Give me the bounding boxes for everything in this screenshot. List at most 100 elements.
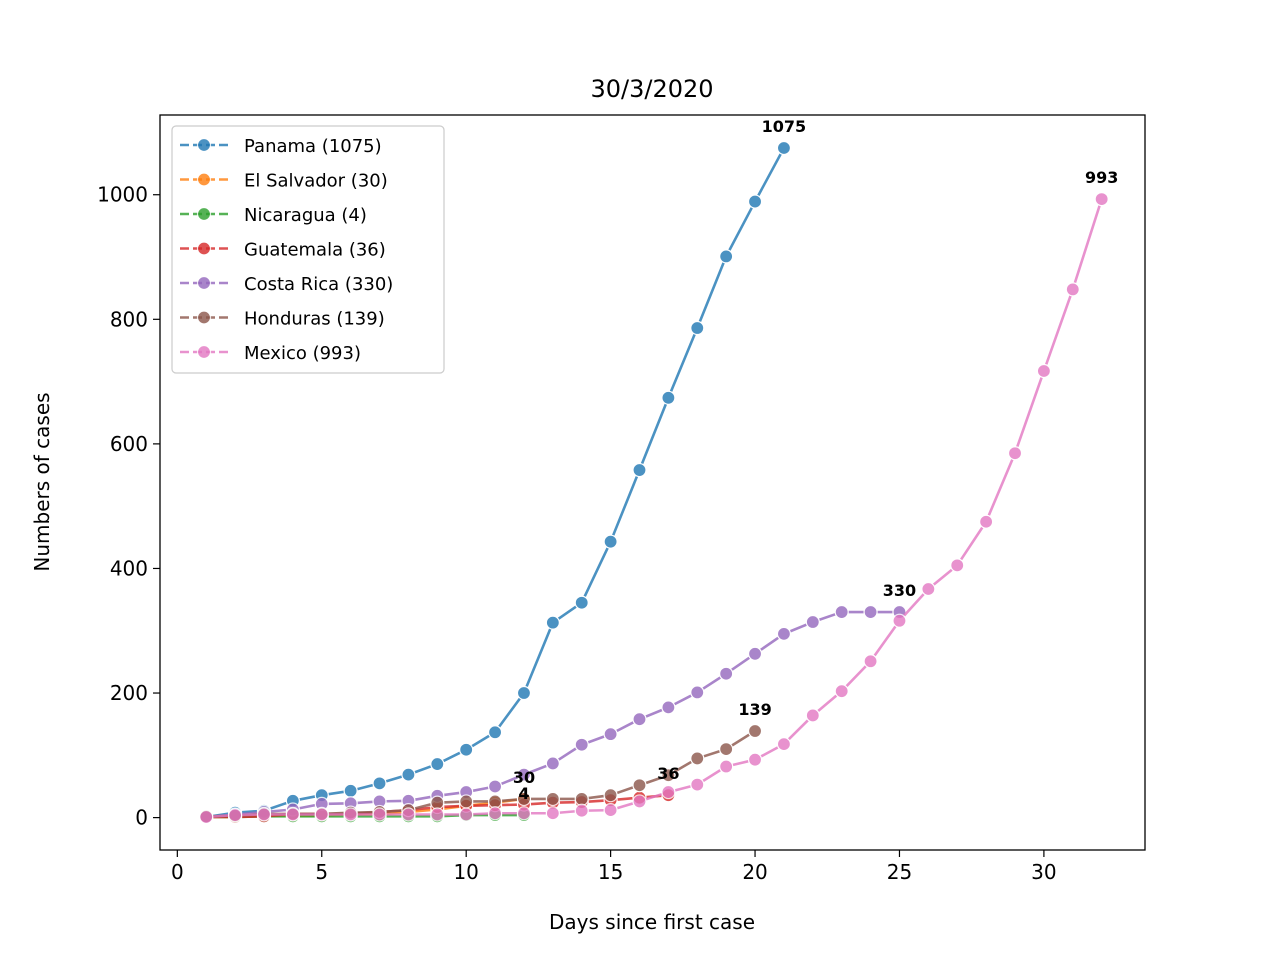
data-point [545, 756, 560, 771]
data-point [459, 794, 474, 809]
data-point [863, 604, 878, 620]
data-point [690, 320, 705, 336]
legend-item: El Salvador (30) [180, 171, 388, 192]
data-point [661, 700, 676, 715]
data-point [516, 767, 532, 782]
legend-marker [196, 241, 212, 256]
data-point [1036, 363, 1052, 379]
data-point [487, 794, 503, 809]
series-mexico [199, 191, 1109, 825]
legend-item: Honduras (139) [180, 309, 385, 330]
data-point [343, 783, 358, 798]
x-tick-label: 30 [1031, 860, 1056, 884]
data-point [603, 803, 618, 818]
legend-label: Nicaragua (4) [244, 205, 367, 226]
legend-item: Mexico (993) [180, 343, 361, 364]
legend-item: Nicaragua (4) [180, 205, 367, 226]
data-point [574, 791, 589, 807]
data-point [487, 725, 503, 740]
plot-border [159, 114, 1146, 851]
data-point [719, 759, 734, 774]
data-point [574, 595, 589, 610]
data-point [430, 807, 445, 822]
data-point [1007, 446, 1023, 461]
x-tick-label: 15 [598, 860, 623, 884]
data-point [545, 615, 560, 630]
data-point [834, 684, 849, 699]
data-point [690, 685, 705, 700]
data-point [430, 756, 445, 772]
data-point [950, 558, 965, 573]
data-point [632, 462, 647, 478]
data-point [776, 737, 792, 752]
data-point [979, 514, 994, 529]
data-point [545, 791, 560, 807]
data-point [776, 626, 792, 641]
end-value-label: 4 [518, 784, 529, 803]
x-tick-label: 25 [887, 860, 912, 884]
data-point [661, 390, 676, 405]
legend-marker [196, 275, 212, 291]
data-point [574, 737, 589, 752]
data-point [805, 708, 820, 723]
legend-marker [196, 137, 212, 153]
data-point [776, 140, 792, 156]
legend-marker [196, 206, 212, 222]
legend-label: Honduras (139) [244, 309, 385, 330]
data-point [487, 779, 503, 794]
data-point [285, 807, 300, 822]
data-point [719, 666, 734, 681]
end-value-label: 36 [657, 764, 679, 783]
data-point [892, 613, 907, 628]
data-point [372, 807, 387, 822]
data-point [632, 794, 647, 809]
legend-item: Costa Rica (330) [180, 274, 393, 295]
y-tick-label: 0 [135, 806, 148, 830]
legend-label: Costa Rica (330) [244, 274, 393, 295]
data-point [545, 806, 560, 821]
data-point [921, 581, 936, 597]
data-point [747, 646, 763, 661]
x-tick-label: 5 [315, 860, 328, 884]
end-labels-layer: 1075 304 36 330 139 993 [513, 117, 1119, 803]
data-point [459, 807, 474, 822]
data-point [372, 776, 387, 791]
data-point [719, 741, 734, 757]
data-point [632, 778, 647, 793]
data-point [603, 788, 618, 803]
x-axis: 0 5 10 15 20 25 30 [171, 850, 1057, 884]
data-point [661, 768, 676, 783]
end-value-label: 30 [513, 768, 535, 787]
end-value-label: 993 [1085, 168, 1118, 187]
data-point [516, 806, 532, 821]
data-point [574, 803, 589, 818]
data-point [632, 712, 647, 727]
x-tick-label: 20 [742, 860, 767, 884]
data-point [747, 723, 763, 739]
data-point [516, 685, 532, 701]
data-point [603, 727, 618, 742]
data-point [863, 654, 878, 669]
x-tick-label: 10 [453, 860, 478, 884]
end-value-label: 330 [883, 581, 916, 600]
y-axis: 0 200 400 600 800 1000 [97, 183, 160, 830]
data-point [690, 777, 705, 792]
data-point [1094, 191, 1109, 207]
legend: Panama (1075) El Salvador (30) Nicaragua (… [171, 125, 445, 374]
data-point [516, 791, 532, 807]
data-point [228, 808, 243, 823]
y-tick-label: 1000 [97, 183, 148, 207]
y-tick-label: 800 [110, 307, 148, 331]
data-point [343, 807, 358, 822]
legend-label: Panama (1075) [244, 136, 382, 157]
data-point [199, 809, 214, 825]
data-point [603, 534, 618, 549]
data-point [805, 614, 820, 630]
end-value-label: 1075 [762, 117, 807, 136]
data-point [747, 752, 763, 767]
x-tick-label: 0 [171, 860, 184, 884]
legend-label: Guatemala (36) [244, 240, 386, 261]
data-point [1065, 282, 1080, 297]
legend-item: Guatemala (36) [180, 240, 386, 261]
